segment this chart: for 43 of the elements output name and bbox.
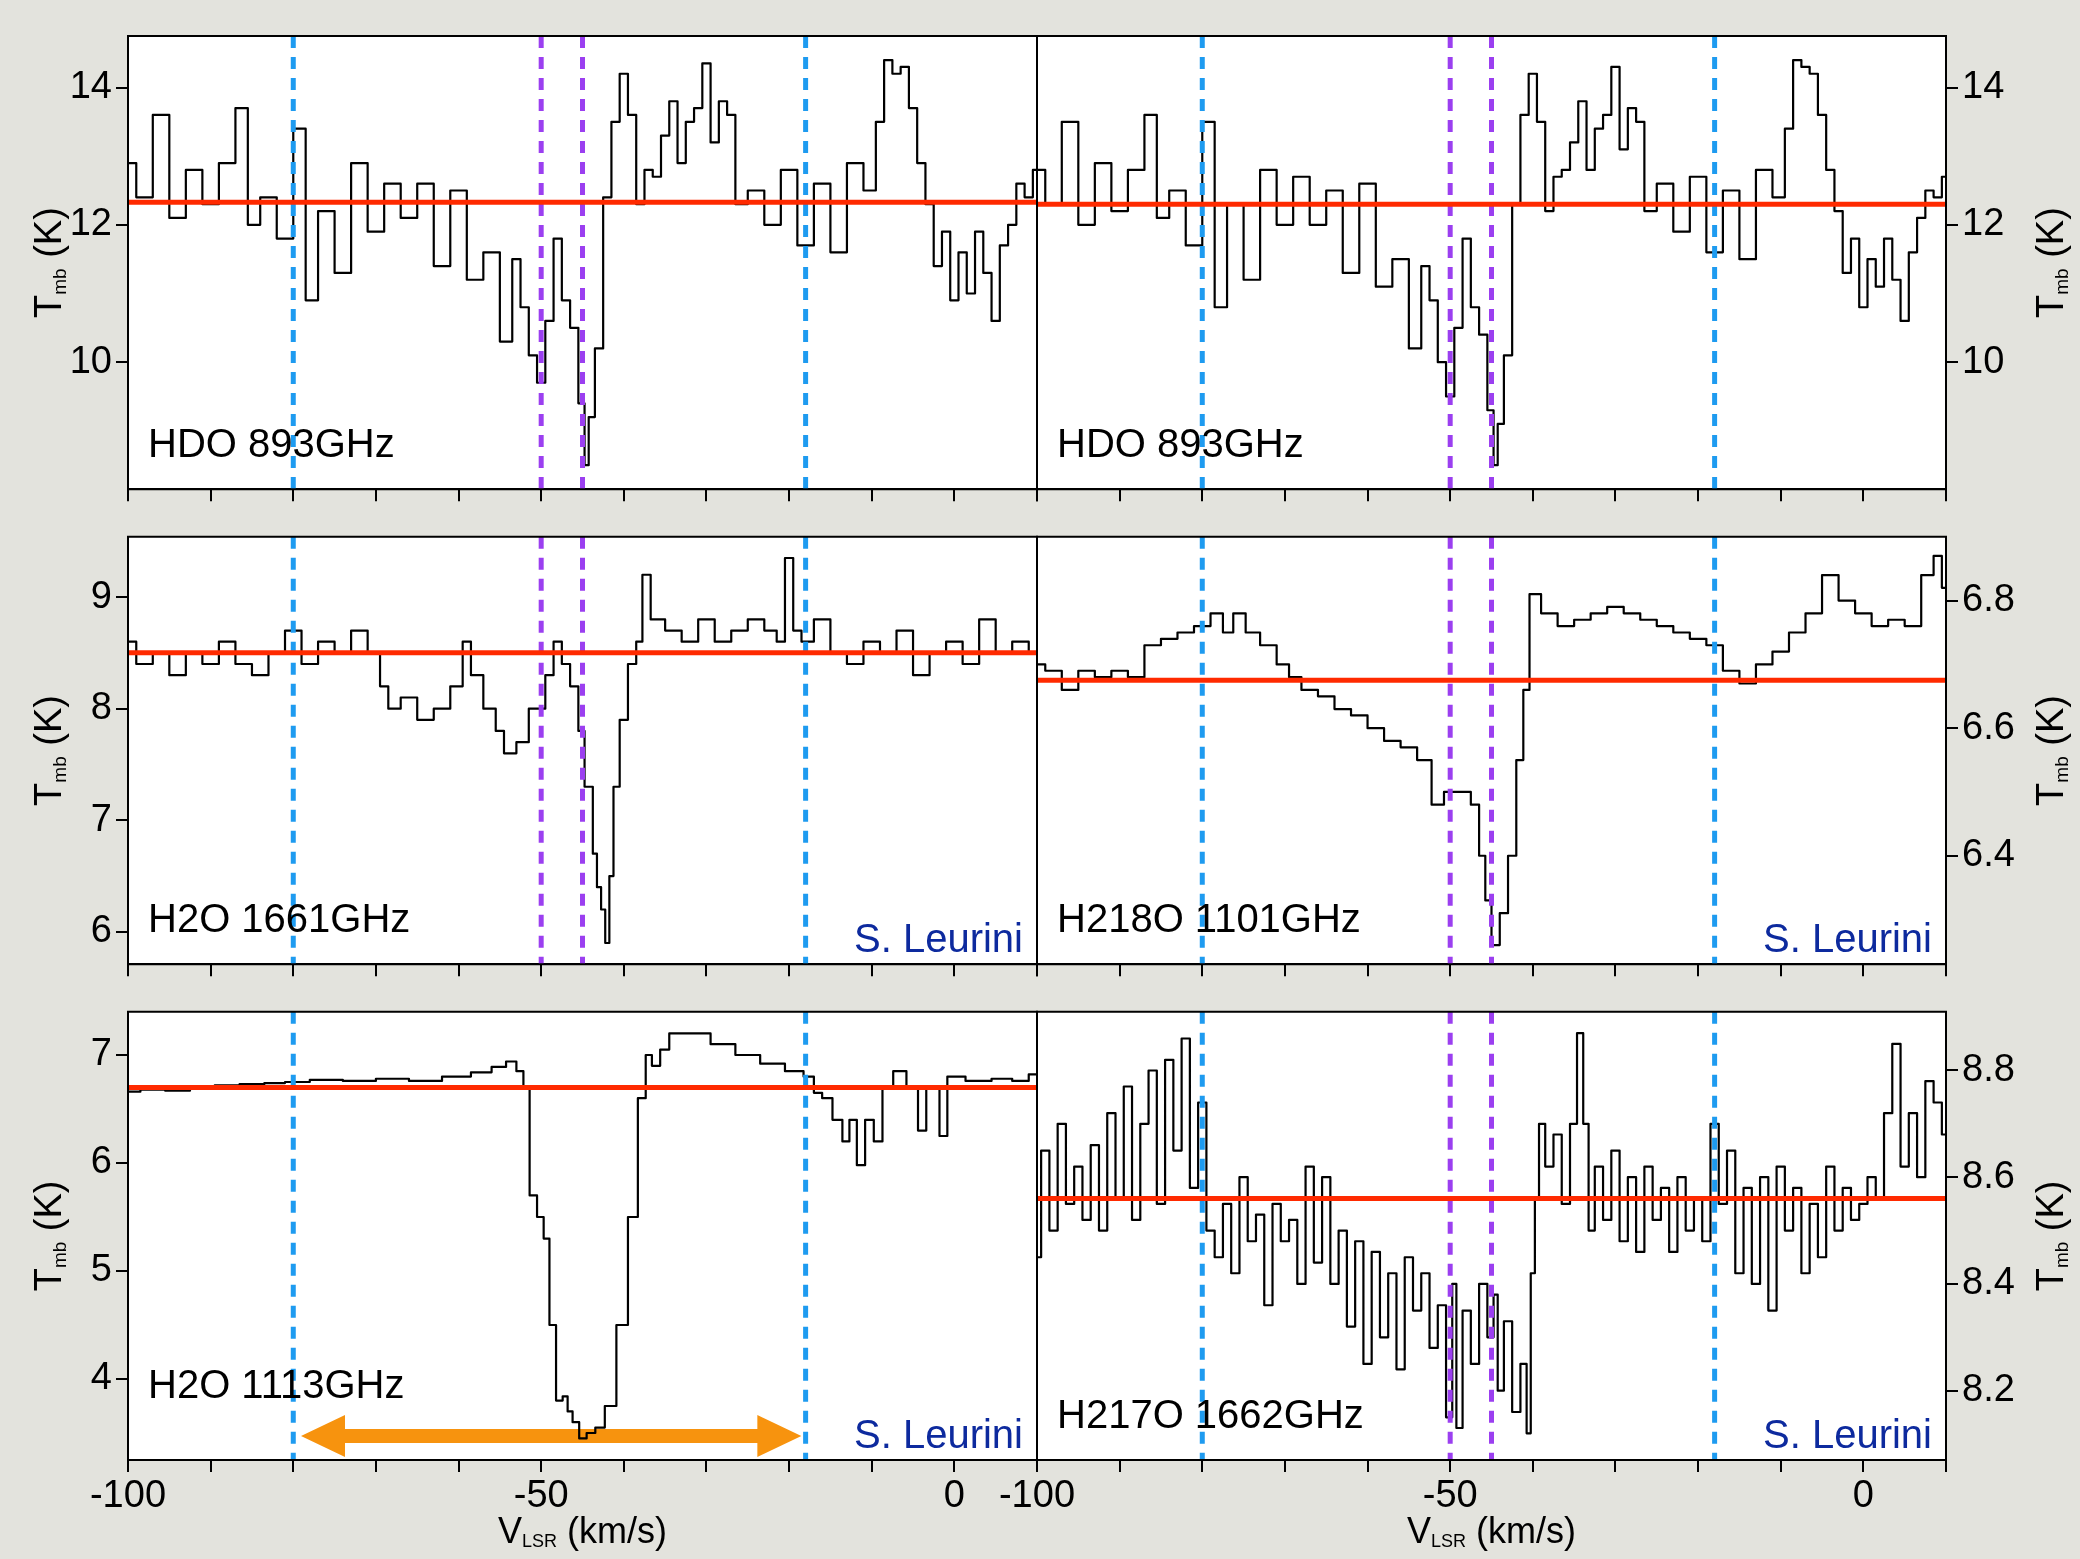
y-tick-label: 12 (69, 201, 112, 244)
y2-tick-label: 6.4 (1962, 832, 2015, 875)
x-tick-label: -50 (513, 1473, 569, 1516)
y-tick-label: 6 (90, 908, 112, 951)
y2-tick-label: 6.6 (1962, 704, 2015, 747)
y-tick-label: 7 (90, 1031, 112, 1074)
y2-tick-label: 8.8 (1962, 1046, 2015, 1089)
y-tick-label: 10 (69, 338, 112, 381)
x-tick-label: -50 (1422, 1473, 1478, 1516)
y-tick-label: 9 (90, 573, 112, 616)
y2-tick-label: 12 (1962, 201, 2005, 244)
y2-tick-label: 8.2 (1962, 1367, 2015, 1410)
annotation: H2O 1113GHz (148, 1362, 405, 1406)
y-tick-label: 7 (90, 796, 112, 839)
y2-axis-title: Tmb (K) (2029, 1180, 2072, 1292)
y2-tick-label: 10 (1962, 338, 2005, 381)
annotation: HDO 893GHz (148, 421, 395, 466)
y-axis-title: Tmb (K) (27, 695, 70, 806)
annotation: H217O 1662GHz (1057, 1392, 1364, 1436)
annotation: H218O 1101GHz (1057, 896, 1361, 941)
x-tick-label: -100 (998, 1473, 1076, 1516)
x-tick-label: 0 (943, 1473, 965, 1516)
y-tick-label: 8 (90, 685, 112, 728)
y-tick-label: 5 (90, 1247, 112, 1290)
y-tick-label: 4 (90, 1355, 112, 1398)
annotation: S. Leurini (854, 916, 1023, 961)
y2-axis-title: Tmb (K) (2029, 695, 2072, 806)
annotation: S. Leurini (1763, 916, 1932, 961)
y-axis-title: Tmb (K) (27, 1180, 70, 1292)
y2-tick-label: 6.8 (1962, 577, 2015, 620)
annotation: S. Leurini (854, 1412, 1023, 1456)
annotation: S. Leurini (1763, 1412, 1932, 1456)
x-tick-label: -100 (89, 1473, 167, 1516)
y-tick-label: 14 (69, 63, 112, 106)
y2-tick-label: 14 (1962, 63, 2005, 106)
y-tick-label: 6 (90, 1139, 112, 1182)
x-tick-label: 0 (1852, 1473, 1874, 1516)
annotation: HDO 893GHz (1057, 421, 1304, 466)
y2-tick-label: 8.4 (1962, 1260, 2015, 1303)
annotation: H2O 1661GHz (148, 896, 411, 941)
y2-axis-title: Tmb (K) (2029, 207, 2072, 319)
y2-tick-label: 8.6 (1962, 1153, 2015, 1196)
y-axis-title: Tmb (K) (27, 207, 70, 319)
